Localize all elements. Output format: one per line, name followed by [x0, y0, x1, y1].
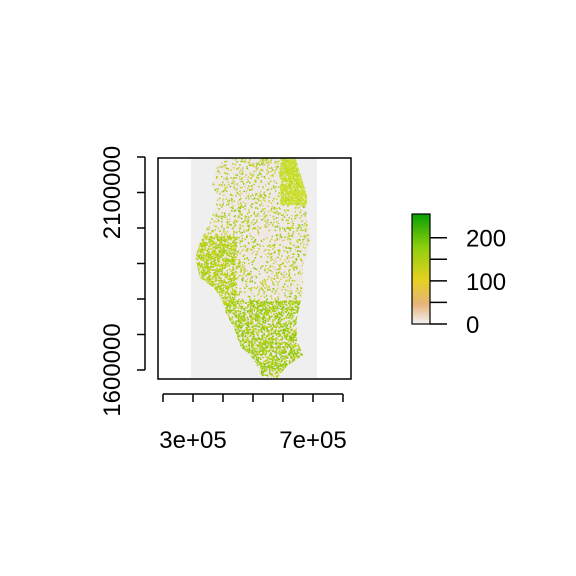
x-tick-label: 3e+05 [159, 427, 226, 454]
legend-colorbar [411, 213, 431, 325]
legend-tick-label: 200 [466, 226, 506, 253]
x-tick-label: 7e+05 [279, 427, 346, 454]
legend-axis: 0 100 200 [430, 226, 506, 339]
plot-frame [157, 157, 352, 380]
legend-tick-label: 0 [466, 312, 479, 339]
x-axis: 3e+05 7e+05 [159, 393, 347, 454]
y-tick-label: 1600000 [99, 323, 126, 416]
legend-tick-label: 100 [466, 269, 506, 296]
y-tick-label: 2100000 [99, 146, 126, 239]
y-axis: 1600000 2100000 [99, 146, 146, 417]
